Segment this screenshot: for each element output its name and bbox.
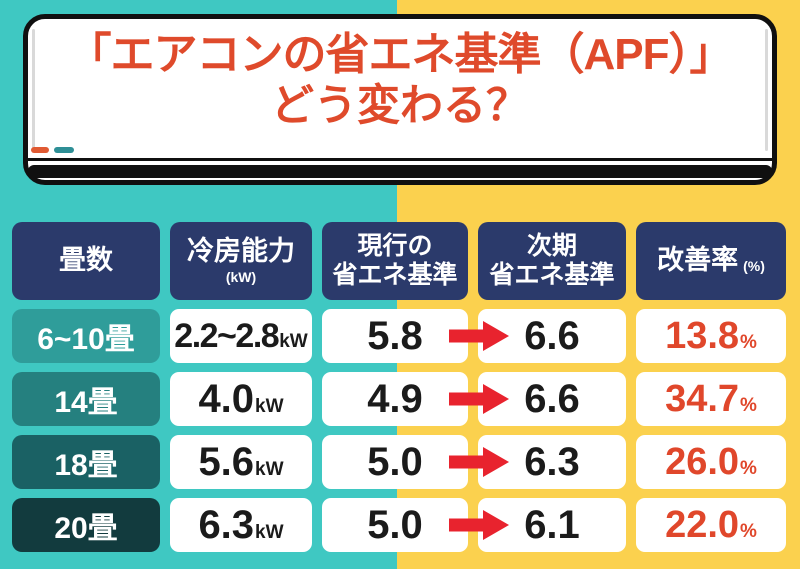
right-arrow-icon bbox=[449, 384, 509, 414]
improvement-cell: 13.8 % bbox=[636, 309, 786, 363]
right-arrow-icon bbox=[449, 447, 509, 477]
header-label-tatami: 畳数 bbox=[59, 245, 113, 276]
ac-panel-line-right bbox=[765, 29, 768, 151]
current-standard-value: 4.9 bbox=[367, 377, 423, 421]
capacity-unit: kW bbox=[255, 522, 284, 543]
improvement-cell: 22.0 % bbox=[636, 498, 786, 552]
header-cell-improvement: 改善率 (%) bbox=[636, 222, 786, 300]
page-title: 「エアコンの省エネ基準（APF）」 どう変わる？ bbox=[28, 19, 772, 131]
current-standard-cell: 5.0 bbox=[322, 435, 468, 489]
capacity-cell: 4.0 kW bbox=[170, 372, 312, 426]
ac-indicator-light-teal bbox=[54, 147, 74, 153]
row-label-6-10-tatami: 6~10畳 bbox=[12, 309, 160, 363]
row-label-text: 6~10畳 bbox=[37, 323, 135, 356]
current-standard-value: 5.0 bbox=[367, 503, 423, 547]
header-label-current-2: 省エネ基準 bbox=[332, 261, 458, 289]
improvement-unit: % bbox=[740, 521, 757, 542]
right-arrow-icon bbox=[449, 510, 509, 540]
header-cell-next-standard: 次期 省エネ基準 bbox=[478, 222, 626, 300]
row-label-text: 20畳 bbox=[54, 512, 118, 545]
improvement-value: 13.8 bbox=[665, 315, 740, 357]
header-label-current-1: 現行の bbox=[357, 232, 433, 261]
improvement-value: 26.0 bbox=[665, 441, 740, 483]
next-standard-cell: 6.1 bbox=[449, 498, 626, 552]
improvement-cell: 26.0 % bbox=[636, 435, 786, 489]
current-standard-cell: 5.8 bbox=[322, 309, 468, 363]
header-unit-capacity: (kW) bbox=[225, 269, 257, 286]
title-banner-ac-unit: 「エアコンの省エネ基準（APF）」 どう変わる？ bbox=[23, 14, 777, 185]
capacity-value: 4.0 bbox=[198, 377, 255, 421]
row-label-text: 14畳 bbox=[54, 386, 118, 419]
current-standard-value: 5.8 bbox=[367, 314, 423, 358]
improvement-value: 34.7 bbox=[665, 378, 740, 420]
row-label-18-tatami: 18畳 bbox=[12, 435, 160, 489]
next-standard-value: 6.6 bbox=[524, 377, 580, 421]
apf-standards-table: 畳数 冷房能力 (kW) 現行の 省エネ基準 次期 省エネ基準 改善率 (%) … bbox=[12, 222, 786, 552]
capacity-value: 2.2~2.8 bbox=[174, 317, 279, 355]
ac-panel-line-left bbox=[32, 29, 35, 151]
improvement-unit: % bbox=[740, 332, 757, 353]
header-label-next-2: 省エネ基準 bbox=[489, 261, 615, 289]
current-standard-value: 5.0 bbox=[367, 440, 423, 484]
capacity-unit: kW bbox=[255, 459, 284, 480]
next-standard-cell: 6.6 bbox=[449, 372, 626, 426]
next-standard-value: 6.1 bbox=[524, 503, 580, 547]
improvement-value: 22.0 bbox=[665, 504, 740, 546]
header-cell-current-standard: 現行の 省エネ基準 bbox=[322, 222, 468, 300]
current-standard-cell: 4.9 bbox=[322, 372, 468, 426]
next-standard-value: 6.3 bbox=[524, 440, 580, 484]
capacity-unit: kW bbox=[279, 331, 308, 352]
capacity-value: 5.6 bbox=[198, 440, 255, 484]
capacity-value: 6.3 bbox=[198, 503, 255, 547]
next-standard-cell: 6.6 bbox=[449, 309, 626, 363]
capacity-cell: 6.3 kW bbox=[170, 498, 312, 552]
header-label-improvement: 改善率 bbox=[657, 245, 739, 276]
improvement-unit: % bbox=[740, 395, 757, 416]
current-standard-cell: 5.0 bbox=[322, 498, 468, 552]
header-label-next-1: 次期 bbox=[526, 232, 577, 261]
header-label-capacity: 冷房能力 bbox=[187, 236, 295, 267]
capacity-cell: 5.6 kW bbox=[170, 435, 312, 489]
capacity-unit: kW bbox=[255, 396, 284, 417]
ac-vent-line bbox=[28, 158, 772, 161]
page-title-line2: どう変わる？ bbox=[271, 82, 529, 130]
header-cell-tatami: 畳数 bbox=[12, 222, 160, 300]
ac-indicator-light-orange bbox=[31, 147, 49, 153]
capacity-cell: 2.2~2.8 kW bbox=[170, 309, 312, 363]
row-label-20-tatami: 20畳 bbox=[12, 498, 160, 552]
next-standard-cell: 6.3 bbox=[449, 435, 626, 489]
row-label-text: 18畳 bbox=[54, 449, 118, 482]
improvement-unit: % bbox=[740, 458, 757, 479]
next-standard-value: 6.6 bbox=[524, 314, 580, 358]
improvement-cell: 34.7 % bbox=[636, 372, 786, 426]
header-unit-improvement: (%) bbox=[743, 257, 765, 274]
row-label-14-tatami: 14畳 bbox=[12, 372, 160, 426]
page-title-line1: 「エアコンの省エネ基準（APF）」 bbox=[67, 30, 734, 79]
ac-vent-louver bbox=[28, 165, 772, 178]
header-cell-capacity: 冷房能力 (kW) bbox=[170, 222, 312, 300]
right-arrow-icon bbox=[449, 321, 509, 351]
